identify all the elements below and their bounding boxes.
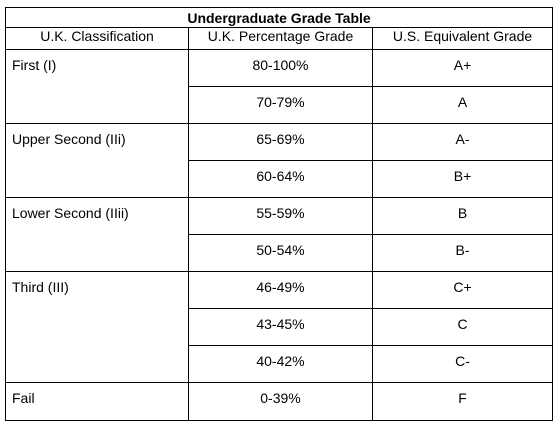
percentage-cell: 43-45% — [188, 308, 373, 346]
us-grade-cell: C — [371, 308, 554, 346]
table-row: 43-45% C — [6, 308, 554, 346]
us-grade-cell: A- — [371, 123, 554, 161]
classification-cell: Lower Second (IIii) — [5, 197, 189, 272]
header-classification: U.K. Classification — [5, 27, 189, 50]
table-row: Upper Second (IIi) 65-69% A- — [5, 123, 554, 198]
percentage-cell: 0-39% — [188, 382, 373, 421]
percentage-cell: 60-64% — [188, 160, 373, 198]
grade-table: Undergraduate Grade Table U.K. Classific… — [4, 7, 554, 421]
us-grade-cell: B — [371, 197, 554, 235]
us-grade-cell: F — [371, 382, 554, 421]
table-row: 50-54% B- — [6, 234, 554, 272]
table-row: 70-79% A — [6, 86, 554, 124]
percentage-cell: 50-54% — [188, 234, 373, 272]
percentage-cell: 55-59% — [188, 197, 373, 235]
table-row: First (I) 80-100% A+ — [5, 49, 554, 124]
table-title: Undergraduate Grade Table — [4, 7, 554, 28]
percentage-cell: 46-49% — [188, 271, 373, 309]
header-us-equivalent: U.S. Equivalent Grade — [371, 27, 554, 50]
classification-cell: Upper Second (IIi) — [5, 123, 189, 198]
us-grade-cell: C- — [371, 345, 554, 383]
header-percentage: U.K. Percentage Grade — [188, 27, 373, 50]
classification-cell: First (I) — [5, 49, 189, 124]
table-row: Lower Second (IIii) 55-59% B — [5, 197, 554, 272]
classification-cell: Fail — [5, 382, 189, 421]
table-row: Third (III) 46-49% C+ — [5, 271, 554, 383]
us-grade-cell: B+ — [371, 160, 554, 198]
table-row: 40-42% C- — [6, 345, 554, 383]
us-grade-cell: B- — [371, 234, 554, 272]
us-grade-cell: A+ — [371, 49, 554, 87]
us-grade-cell: A — [371, 86, 554, 124]
us-grade-cell: C+ — [371, 271, 554, 309]
percentage-cell: 40-42% — [188, 345, 373, 383]
percentage-cell: 70-79% — [188, 86, 373, 124]
percentage-cell: 80-100% — [188, 49, 373, 87]
classification-cell: Third (III) — [5, 271, 189, 383]
percentage-cell: 65-69% — [188, 123, 373, 161]
table-row: Fail 0-39% F — [5, 382, 554, 421]
